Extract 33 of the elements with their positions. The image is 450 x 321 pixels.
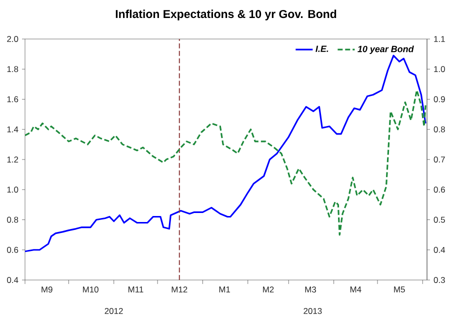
chart-title: Inflation Expectations & 10 yr Gov. Bond bbox=[116, 10, 336, 20]
y2-tick-label: 0.3 bbox=[434, 277, 445, 283]
y-tick-label: 1.2 bbox=[7, 156, 18, 162]
y-tick-label: 0.8 bbox=[7, 216, 18, 223]
x-tick-label: M9 bbox=[42, 286, 52, 292]
y2-tick-label: 0.4 bbox=[434, 246, 446, 253]
x-tick-label: M11 bbox=[128, 286, 144, 292]
y2-tick-label: 0.8 bbox=[434, 126, 445, 132]
y-tick-label: 1.8 bbox=[7, 66, 18, 72]
y-tick-label: 1.0 bbox=[7, 186, 18, 193]
y-tick-label: 1.6 bbox=[7, 96, 18, 102]
legend-label: I.E. bbox=[316, 46, 328, 52]
y-tick-label: 0.4 bbox=[7, 277, 18, 283]
y2-tick-label: 1.0 bbox=[434, 66, 445, 72]
y2-tick-label: 0.5 bbox=[434, 216, 445, 223]
legend-label: 10 year Bond bbox=[358, 46, 414, 54]
x-tick-label: M4 bbox=[350, 286, 362, 292]
text: 2013 bbox=[304, 308, 322, 314]
x-tick-label: M3 bbox=[305, 286, 316, 292]
x-tick-label: M5 bbox=[394, 286, 405, 292]
line-series bbox=[25, 54, 426, 252]
text: 2012 bbox=[104, 308, 123, 314]
y2-tick-label: 0.6 bbox=[434, 186, 445, 193]
y-tick-label: 1.4 bbox=[7, 126, 18, 132]
y-tick-label: 0.6 bbox=[7, 246, 18, 253]
y2-tick-label: 0.7 bbox=[434, 156, 445, 162]
x-tick-label: M1 bbox=[219, 286, 230, 292]
y-tick-label: 2.0 bbox=[7, 36, 18, 42]
x-tick-label: M2 bbox=[263, 286, 274, 292]
y2-tick-label: 0.9 bbox=[434, 96, 445, 102]
y2-tick-label: 1.1 bbox=[434, 36, 445, 42]
x-tick-label: M12 bbox=[172, 286, 188, 292]
x-tick-label: M10 bbox=[82, 286, 98, 292]
